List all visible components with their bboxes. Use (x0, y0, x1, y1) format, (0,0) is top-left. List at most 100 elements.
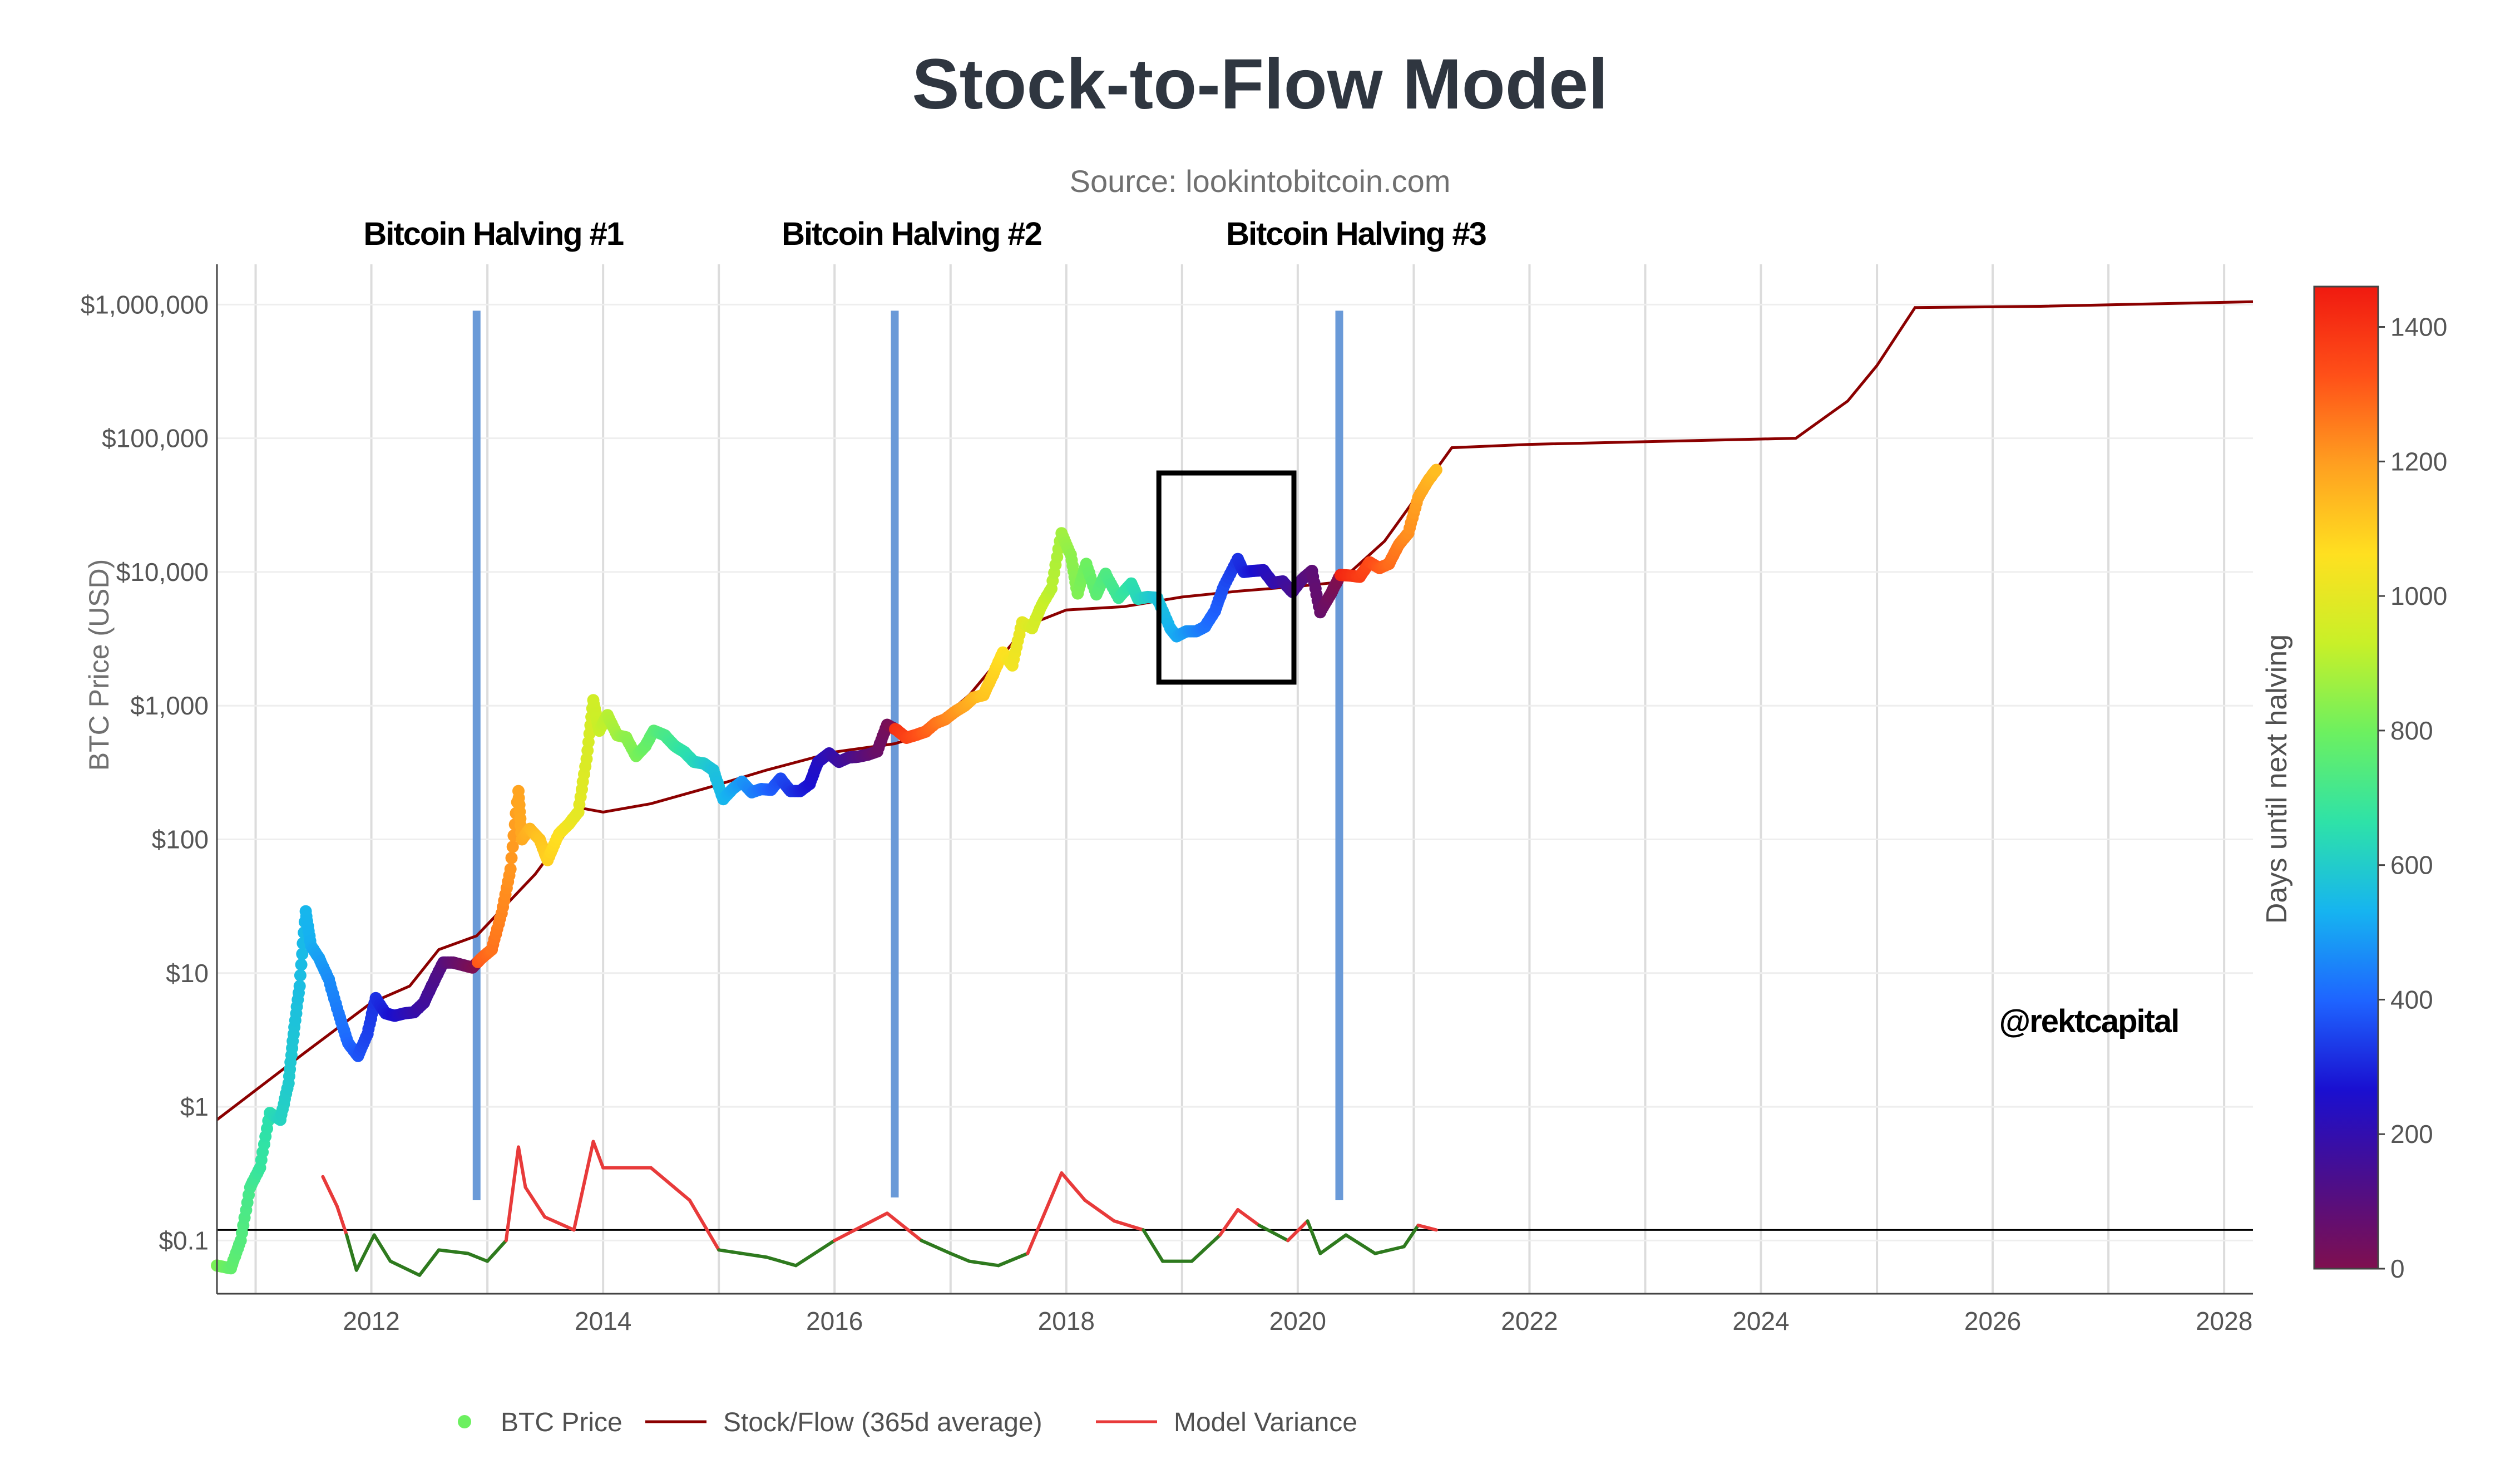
x-tick-label: 2018 (1038, 1307, 1095, 1335)
y-tick-label: $10,000 (116, 558, 209, 586)
legend-label: BTC Price (501, 1408, 622, 1437)
price-point (504, 862, 517, 875)
legend-marker-icon (458, 1415, 471, 1428)
variance-segment (885, 1211, 923, 1243)
x-tick-label: 2024 (1732, 1307, 1789, 1335)
variance-segment (948, 1251, 971, 1263)
variance-segment (765, 1255, 798, 1268)
colorbar-tick-label: 1200 (2390, 447, 2447, 476)
variance-segment (967, 1259, 1000, 1268)
variance-segment (1306, 1219, 1322, 1255)
halving-label: Bitcoin Halving #1 (363, 216, 624, 252)
colorbar-tick-label: 0 (2390, 1254, 2405, 1283)
y-tick-label: $1,000,000 (81, 290, 209, 319)
chart-title: Stock-to-Flow Model (912, 45, 1608, 124)
y-tick-label: $100 (152, 825, 209, 854)
variance-segment (1142, 1228, 1165, 1263)
legend-item[interactable]: BTC Price (458, 1408, 622, 1437)
price-point (505, 851, 518, 864)
variance-segment (1402, 1223, 1420, 1249)
variance-segment (1190, 1233, 1222, 1263)
variance-segment (516, 1145, 527, 1189)
price-point (296, 948, 309, 960)
variance-segment (1318, 1233, 1348, 1255)
y-tick-label: $10 (166, 959, 209, 988)
variance-segment (1286, 1219, 1310, 1243)
variance-segment (572, 1140, 595, 1232)
variance-segment (504, 1145, 520, 1243)
colorbar-tick-label: 200 (2390, 1120, 2433, 1148)
halving-label: Bitcoin Halving #2 (782, 216, 1041, 252)
variance-segment (418, 1248, 441, 1277)
variance-segment (688, 1199, 721, 1252)
y-tick-label: $100,000 (102, 424, 209, 453)
variance-segment (1026, 1171, 1064, 1255)
colorbar-gradient (2313, 285, 2379, 1270)
variance-segment (1416, 1223, 1438, 1232)
variance-segment (345, 1233, 358, 1272)
legend-label: Model Variance (1174, 1408, 1357, 1437)
variance-segment (591, 1140, 605, 1170)
colorbar-tick-label: 400 (2390, 985, 2433, 1014)
variance-segment (717, 1248, 769, 1259)
x-tick-label: 2016 (806, 1307, 863, 1335)
colorbar: 0 200 400 600 800 1000 1200 1400 (2313, 285, 2447, 1283)
legend-item[interactable]: Model Variance (1096, 1408, 1357, 1437)
chart-subtitle: Source: lookintobitcoin.com (1070, 164, 1451, 199)
variance-segment (335, 1205, 349, 1237)
price-point (294, 969, 307, 982)
x-tick-label: 2020 (1269, 1307, 1326, 1335)
highlight-box (1156, 470, 1297, 685)
grid (217, 264, 2253, 1294)
variance-segment (833, 1211, 889, 1243)
y-axis-label: BTC Price (USD) (83, 559, 115, 771)
x-tick-label: 2014 (575, 1307, 631, 1335)
variance-segment (1344, 1233, 1377, 1255)
y-tick-labels: $0.1 $1 $10 $100 $1,000 $10,000 $100,000 $1,000… (81, 290, 209, 1255)
x-tick-label: 2012 (343, 1307, 399, 1335)
x-tick-labels: 2012 2014 2016 2018 2020 2022 2024 2026 2028 (343, 1307, 2252, 1335)
variance-segment (486, 1239, 508, 1263)
variance-segment (920, 1239, 952, 1255)
axes (216, 264, 2253, 1295)
x-tick-label: 2026 (1964, 1307, 2021, 1335)
y-tick-label: $1 (180, 1092, 209, 1121)
legend-item[interactable]: Stock/Flow (365d average) (645, 1408, 1042, 1437)
x-tick-label: 2022 (1501, 1307, 1558, 1335)
variance-segment (1083, 1199, 1116, 1223)
model-variance-series (321, 1140, 1438, 1277)
variance-segment (321, 1175, 339, 1209)
variance-segment (543, 1215, 576, 1232)
variance-segment (1373, 1245, 1406, 1255)
variance-segment (1218, 1208, 1240, 1237)
variance-segment (354, 1233, 376, 1272)
variance-segment (388, 1259, 422, 1277)
halving-lines: Bitcoin Halving #1 Bitcoin Halving #2 Bitc… (363, 216, 1488, 1201)
x-tick-label: 2028 (2196, 1307, 2252, 1335)
variance-segment (794, 1239, 837, 1268)
y-tick-label: $0.1 (159, 1226, 209, 1255)
variance-segment (1236, 1208, 1261, 1227)
price-point (295, 958, 308, 971)
variance-segment (466, 1251, 490, 1263)
variance-segment (523, 1185, 547, 1219)
legend[interactable]: BTC Price Stock/Flow (365d average) Model … (458, 1408, 1357, 1437)
y-tick-label: $1,000 (130, 691, 209, 720)
halving-label: Bitcoin Halving #3 (1226, 216, 1486, 252)
price-point (506, 840, 519, 853)
colorbar-tick-label: 1400 (2390, 313, 2447, 342)
watermark: @rektcapital (1999, 1003, 2179, 1039)
colorbar-tick-label: 1000 (2390, 581, 2447, 610)
variance-segment (1112, 1219, 1145, 1232)
variance-segment (996, 1251, 1030, 1268)
colorbar-label: Days until next halving (2261, 634, 2293, 924)
price-point (293, 980, 306, 993)
variance-segment (1257, 1223, 1290, 1243)
colorbar-tick-label: 800 (2390, 716, 2433, 745)
highlight-box-group (1156, 470, 1297, 685)
variance-segment (372, 1233, 392, 1263)
variance-segment (437, 1248, 470, 1255)
